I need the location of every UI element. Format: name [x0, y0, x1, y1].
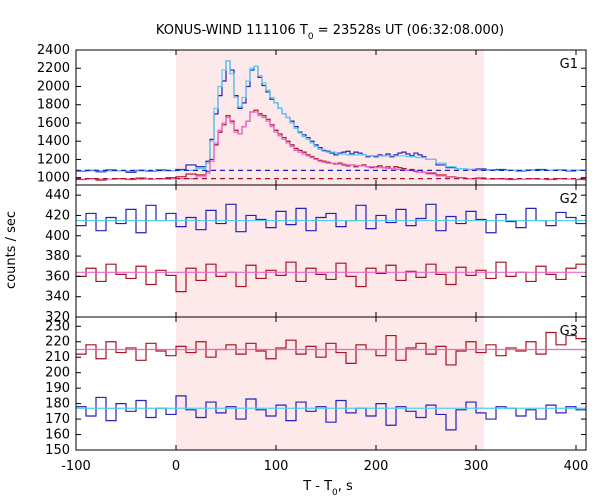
y-tick-label: 420 [45, 208, 70, 223]
series-cyan-model [76, 60, 586, 172]
x-tick-label: 400 [564, 459, 589, 474]
panel-label: G3 [560, 324, 578, 339]
y-tick-label: 150 [45, 443, 70, 458]
y-tick-label: 170 [45, 412, 70, 427]
y-tick-label: 220 [45, 335, 70, 350]
y-tick-label: 360 [45, 269, 70, 284]
y-tick-label: 2400 [37, 43, 70, 58]
y-tick-label: 1400 [37, 134, 70, 149]
highlight-interval [176, 50, 484, 450]
x-tick-label: 200 [364, 459, 389, 474]
y-tick-label: 1600 [37, 116, 70, 131]
series-pink-model [76, 111, 586, 180]
y-tick-label: 160 [45, 428, 70, 443]
y-tick-label: 1200 [37, 152, 70, 167]
panel-frame [75, 316, 587, 451]
y-tick-label: 2200 [37, 61, 70, 76]
y-tick-label: 440 [45, 188, 70, 203]
y-tick-label: 210 [45, 350, 70, 365]
x-tick-label: 0 [172, 459, 180, 474]
y-tick-label: 180 [45, 397, 70, 412]
y-tick-label: 230 [45, 319, 70, 334]
y-tick-label: 190 [45, 381, 70, 396]
y-tick-label: 200 [45, 366, 70, 381]
y-tick-label: 320 [45, 310, 70, 325]
panel-g1: 1000 1200 1400 1600 1800 2000 2200 2400 G1 [37, 43, 587, 186]
x-tick-label: -100 [61, 459, 91, 474]
x-tick-label: 100 [264, 459, 289, 474]
y-tick-label: 1000 [37, 171, 70, 186]
y-tick-label: 380 [45, 249, 70, 264]
x-tick-label: 300 [464, 459, 489, 474]
y-tick-label: 340 [45, 290, 70, 305]
series-red-step [76, 261, 586, 293]
panel-label: G2 [560, 192, 578, 207]
y-tick-label: 400 [45, 229, 70, 244]
panel-label: G1 [560, 57, 578, 72]
series-red-step [76, 331, 586, 366]
y-axis-label: counts / sec [4, 211, 19, 289]
plot-area: 10001200140016001800200022002400G1320340… [37, 43, 589, 474]
y-tick-label: 2000 [37, 79, 70, 94]
x-axis-label: T - T0, s [302, 479, 353, 498]
y-tick-label: 1800 [37, 98, 70, 113]
chart-title: KONUS-WIND 111106 T0 = 23528s UT (06:32:… [156, 23, 504, 42]
